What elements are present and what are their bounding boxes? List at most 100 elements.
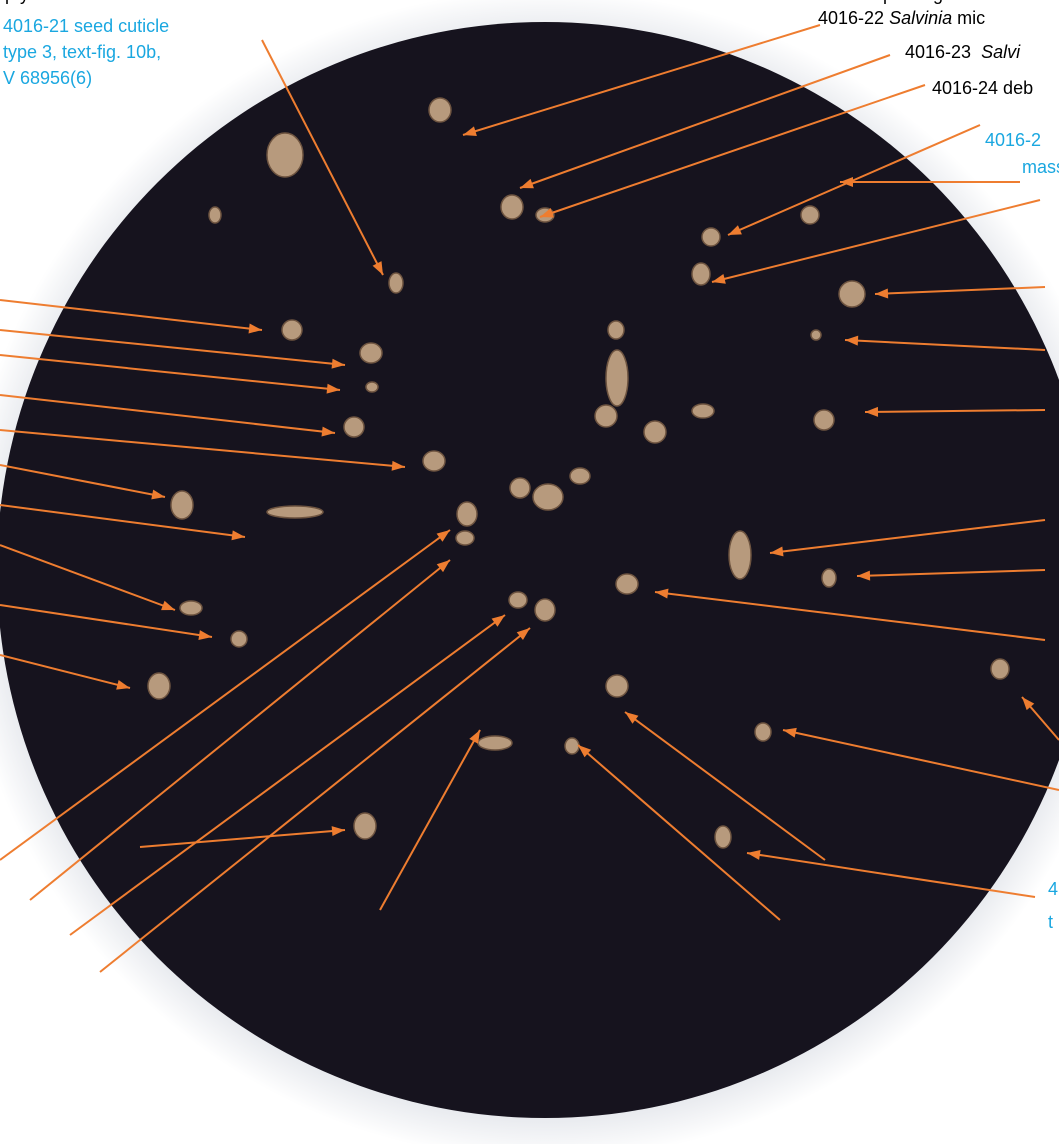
arrow-head [875, 288, 889, 299]
specimen [564, 737, 580, 755]
specimen [691, 403, 715, 419]
specimen [594, 404, 618, 428]
arrow-head [520, 178, 534, 189]
arrow-line [0, 654, 131, 689]
arrow-head [783, 727, 797, 738]
arrow-line [0, 329, 346, 366]
specimen [170, 490, 194, 520]
specimen [714, 825, 732, 849]
specimen [179, 600, 203, 616]
arrow-head [1022, 697, 1035, 711]
arrow-line [727, 124, 981, 236]
arrow-line [69, 614, 506, 936]
arrow-line [0, 429, 406, 468]
specimen [534, 598, 556, 622]
annotation: smooth cuticle fragment [792, 0, 983, 4]
annotation-part: 4016-23 [905, 42, 981, 62]
arrow-head [578, 745, 592, 758]
arrow-head [248, 323, 262, 334]
arrow-line [0, 299, 263, 331]
arrow-line [462, 24, 821, 136]
arrow-head [331, 826, 345, 837]
specimen [701, 227, 721, 247]
arrow-head [231, 530, 245, 541]
specimen [569, 467, 591, 485]
annotation: crumpled cuticle [843, 0, 973, 4]
arrow-line [0, 504, 246, 538]
arrow-head [372, 261, 383, 275]
arrow-head [865, 406, 879, 417]
arrow-line [746, 852, 1036, 898]
arrow-line [577, 744, 781, 921]
annotation: massul [1022, 157, 1059, 177]
arrow-line [29, 559, 451, 901]
specimen [266, 505, 324, 519]
arrow-line [856, 569, 1046, 577]
arrow-head [321, 426, 335, 437]
arrow-line [0, 394, 336, 434]
arrow-head [116, 679, 130, 690]
specimen [359, 342, 383, 364]
specimen [691, 262, 711, 286]
annotation: 4016-2 [985, 130, 1041, 150]
arrow-head [198, 630, 212, 641]
arrow-line [0, 354, 341, 391]
annotation: Deb [1016, 0, 1049, 4]
arrow-line [261, 39, 384, 276]
annotation: sula [5, 0, 39, 4]
annotation: V 68956(6) [3, 68, 92, 88]
arrow-head [161, 600, 175, 611]
annotation-part: Salvinia [889, 8, 952, 28]
specimen [500, 194, 524, 220]
arrow-line [654, 591, 1046, 641]
arrow-head [712, 273, 726, 284]
specimen [230, 630, 248, 648]
arrow-head [469, 730, 480, 744]
arrow-line [769, 519, 1046, 554]
arrow-head [540, 208, 554, 218]
specimen [532, 483, 564, 511]
specimen [353, 812, 377, 840]
arrow-line [0, 604, 213, 638]
specimen [813, 409, 835, 431]
arrow-head [845, 335, 859, 346]
arrow-head [728, 225, 742, 235]
arrow-head [655, 588, 669, 599]
arrow-head [857, 570, 871, 581]
specimen [208, 206, 222, 224]
specimen [281, 319, 303, 341]
arrow-head [436, 560, 450, 573]
annotation: type 3, text-fig. 10b, [3, 42, 161, 62]
arrow-line [782, 729, 1059, 791]
arrow-line [864, 409, 1046, 413]
arrow-line [519, 54, 891, 189]
arrow-head [331, 358, 345, 369]
annotation: 4016-22 Salvinia mic [818, 8, 985, 28]
annotation: 4016-24 deb [932, 78, 1033, 98]
specimen [810, 329, 822, 341]
arrow-head [747, 850, 761, 860]
annotation-part: 4016-22 [818, 8, 889, 28]
arrow-head [770, 546, 784, 557]
arrow-line [0, 529, 451, 861]
specimen [455, 530, 475, 546]
specimen [365, 381, 379, 393]
annotation: 4016-23 Salvi [905, 42, 1021, 62]
specimen [615, 573, 639, 595]
specimen [477, 735, 513, 751]
annotation: 4016-21 seed cuticle [3, 16, 169, 36]
annotation-part: 4016-24 deb [932, 78, 1033, 98]
specimen [643, 420, 667, 444]
dish [0, 22, 1059, 1118]
specimen [508, 591, 528, 609]
arrow-line [379, 729, 481, 911]
specimen [754, 722, 772, 742]
specimen [605, 674, 629, 698]
arrow-line [0, 544, 176, 611]
arrow-line [539, 84, 926, 218]
specimen [388, 272, 404, 294]
annotation-part: mic [952, 8, 985, 28]
arrow-head [516, 628, 530, 641]
annotation: 16-8 wrinkled smooth cuticle [5, 0, 232, 4]
